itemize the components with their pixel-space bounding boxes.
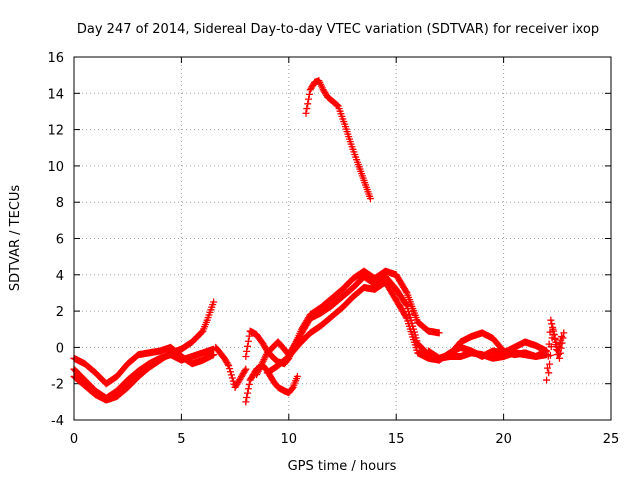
data-point	[226, 365, 234, 373]
y-tick-label: 8	[56, 196, 64, 211]
data-points	[70, 77, 568, 406]
y-tick-label: 4	[56, 269, 64, 284]
data-point	[244, 342, 252, 350]
y-tick-label: 2	[56, 305, 64, 320]
data-point	[435, 329, 443, 337]
data-point	[259, 357, 267, 365]
data-point	[245, 332, 253, 340]
chart-title: Day 247 of 2014, Sidereal Day-to-day VTE…	[77, 22, 599, 37]
data-point	[243, 347, 251, 355]
data-point	[224, 360, 232, 368]
series-track-n	[545, 325, 566, 377]
data-point	[560, 329, 568, 337]
series-track-l	[435, 347, 551, 362]
data-point	[558, 333, 566, 341]
data-point	[555, 354, 563, 362]
series-track-h	[263, 278, 443, 377]
data-point	[543, 376, 551, 384]
data-point	[258, 359, 266, 367]
data-point	[227, 371, 235, 379]
data-point	[548, 320, 556, 328]
data-point	[225, 362, 233, 370]
data-point	[257, 362, 265, 370]
data-point	[302, 109, 310, 117]
data-point	[402, 313, 410, 321]
data-point	[241, 367, 249, 375]
axis-ticks: -4 -2 0 2 4 6 8 10 12 14 16 0 5 10 15 20 25	[47, 51, 619, 447]
data-point	[543, 347, 551, 355]
data-point	[402, 300, 410, 308]
data-point	[305, 95, 313, 103]
y-tick-label: 0	[56, 341, 64, 356]
data-point	[303, 105, 311, 113]
data-point	[261, 354, 269, 362]
data-point	[547, 343, 555, 351]
data-point	[402, 288, 410, 296]
series-track-i	[302, 77, 374, 203]
y-axis-label: SDTVAR / TECUs	[8, 185, 23, 292]
grid-lines	[74, 57, 611, 420]
data-point	[242, 398, 250, 406]
data-point	[550, 330, 558, 338]
data-point	[197, 329, 205, 337]
data-point	[551, 335, 559, 343]
data-point	[546, 351, 554, 359]
plot-frame	[73, 56, 612, 421]
data-point	[554, 347, 562, 355]
data-point	[244, 385, 252, 393]
data-point	[304, 100, 312, 108]
y-tick-label: 6	[56, 233, 64, 248]
data-point	[546, 360, 554, 368]
data-point	[210, 298, 218, 306]
data-point	[262, 352, 270, 360]
x-tick-label: 10	[281, 432, 298, 447]
data-point	[226, 368, 234, 376]
data-point	[253, 371, 261, 379]
x-axis-label: GPS time / hours	[288, 459, 397, 474]
y-tick-label: -4	[51, 414, 64, 429]
y-tick-label: 16	[47, 51, 64, 66]
data-point	[256, 364, 264, 372]
y-tick-label: -2	[51, 378, 64, 393]
data-point	[258, 361, 266, 369]
data-point	[242, 352, 250, 360]
data-point	[245, 380, 253, 388]
y-tick-label: 10	[47, 160, 64, 175]
data-point	[547, 316, 555, 324]
data-point	[242, 365, 250, 373]
data-point	[553, 351, 561, 359]
x-tick-label: 5	[177, 432, 185, 447]
y-tick-label: 14	[47, 87, 64, 102]
x-tick-label: 20	[495, 432, 512, 447]
data-point	[305, 90, 313, 98]
data-point	[244, 337, 252, 345]
data-point	[543, 364, 551, 372]
data-point	[254, 367, 262, 375]
data-point	[244, 389, 252, 397]
data-point	[545, 369, 553, 377]
data-point	[243, 393, 251, 401]
data-point	[556, 340, 564, 348]
y-tick-label: 12	[47, 124, 64, 139]
series-track-c	[70, 298, 218, 404]
series-track-d	[212, 343, 250, 391]
data-point	[333, 101, 341, 109]
data-point	[253, 369, 261, 377]
data-point	[555, 343, 563, 351]
x-tick-label: 0	[70, 432, 78, 447]
data-point	[366, 195, 374, 203]
data-point	[293, 372, 301, 380]
x-tick-label: 15	[388, 432, 405, 447]
data-point	[228, 374, 236, 382]
data-point	[549, 325, 557, 333]
data-point	[557, 336, 565, 344]
x-tick-label: 25	[603, 432, 620, 447]
data-point	[255, 366, 263, 374]
data-point	[260, 356, 268, 364]
